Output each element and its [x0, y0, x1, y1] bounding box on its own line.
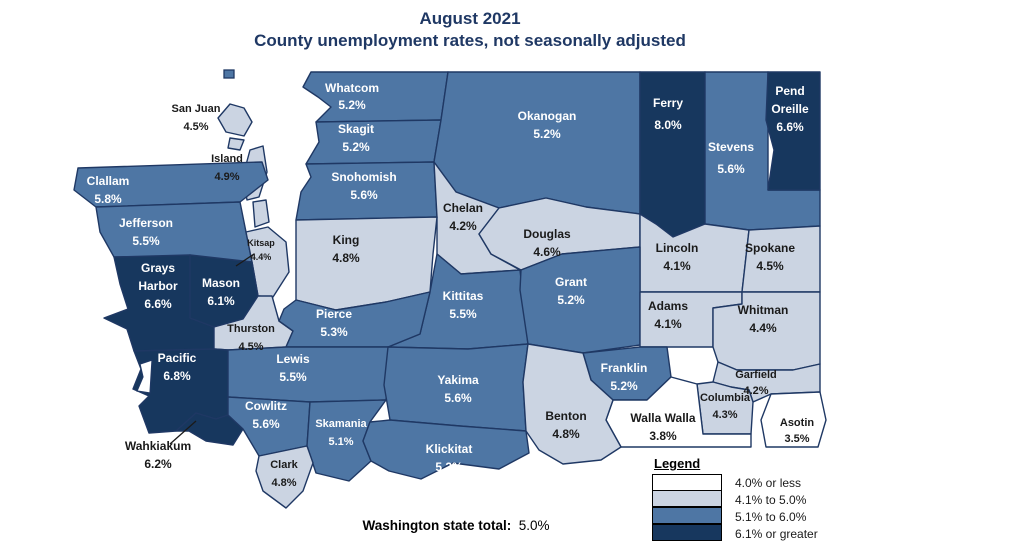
state-total-value: 5.0%	[518, 518, 550, 533]
county-island	[252, 199, 270, 228]
legend-title: Legend	[654, 456, 701, 471]
legend-swatch-3	[652, 524, 722, 542]
county-asotin	[760, 391, 827, 448]
county-benton	[522, 343, 622, 465]
chart-title: August 2021 County unemployment rates, n…	[0, 8, 940, 52]
leader-line-wahkiakum	[169, 420, 197, 445]
point-roberts-exclave	[223, 69, 235, 79]
legend-item: 4.0% or less	[652, 474, 912, 491]
map-legend: Legend 4.0% or less 4.1% to 5.0% 5.1% to 6…	[652, 456, 912, 542]
legend-item-label: 6.1% or greater	[735, 526, 818, 541]
county-san-juan	[227, 137, 245, 151]
state-total-label: Washington state total:	[362, 518, 512, 533]
legend-item: 4.1% to 5.0%	[652, 490, 912, 508]
county-okanogan	[433, 71, 641, 215]
legend-item: 6.1% or greater	[652, 524, 912, 542]
legend-item-label: 4.1% to 5.0%	[735, 492, 807, 507]
legend-rows: 4.0% or less 4.1% to 5.0% 5.1% to 6.0% 6.1%…	[652, 474, 912, 542]
county-pend-oreille	[765, 71, 821, 191]
county-skagit	[305, 119, 442, 165]
county-label-wahkiakum: Wahkiakum 6.2%	[125, 439, 191, 471]
county-lewis	[227, 346, 391, 403]
legend-item: 5.1% to 6.0%	[652, 507, 912, 525]
county-columbia	[696, 381, 754, 435]
county-cowlitz	[227, 396, 311, 457]
willapa-bay-water	[136, 359, 153, 394]
legend-swatch-1	[652, 490, 722, 508]
county-yakima	[383, 343, 529, 432]
county-klickitat	[362, 419, 530, 480]
county-clark	[255, 445, 314, 509]
county-san-juan	[217, 103, 253, 137]
county-jefferson	[95, 201, 253, 263]
county-pierce	[278, 291, 431, 348]
leader-line-kitsap	[235, 253, 255, 267]
legend-swatch-2	[652, 507, 722, 525]
county-wahkiakum	[175, 412, 244, 446]
county-clallam	[73, 161, 269, 208]
chart-title-line2: County unemployment rates, not seasonall…	[254, 31, 686, 50]
county-grant	[519, 246, 641, 354]
county-whatcom	[302, 71, 449, 123]
state-total: Washington state total: 5.0%	[256, 518, 656, 533]
legend-item-label: 5.1% to 6.0%	[735, 509, 807, 524]
county-ferry	[639, 71, 706, 238]
chart-title-line1: August 2021	[419, 9, 521, 28]
county-label-san-juan: San Juan 4.5%	[172, 103, 221, 133]
legend-swatch-0	[652, 474, 722, 491]
legend-item-label: 4.0% or less	[735, 475, 802, 490]
county-spokane	[741, 225, 821, 293]
county-snohomish	[295, 161, 438, 221]
